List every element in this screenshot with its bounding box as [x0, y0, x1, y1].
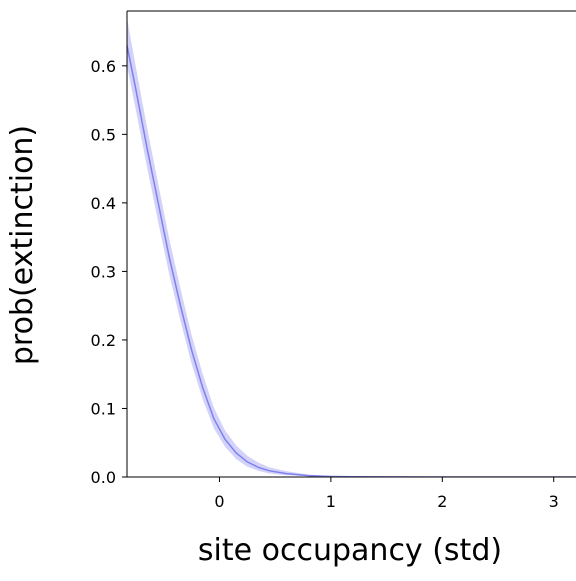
x-tick-label: 2 — [437, 492, 447, 511]
y-tick-label: 0.4 — [91, 194, 116, 213]
y-tick-label: 0.3 — [91, 262, 116, 281]
x-tick-label: 1 — [326, 492, 336, 511]
y-axis-label: prob(extinction) — [5, 125, 40, 365]
y-tick-label: 0.6 — [91, 57, 116, 76]
x-ticks: 0 1 2 3 — [214, 477, 559, 511]
series-line-layer — [127, 45, 576, 477]
series-line-0 — [127, 45, 576, 477]
x-axis-label: site occupancy (std) — [198, 533, 502, 568]
confidence-band-0 — [127, 17, 576, 477]
x-tick-label: 3 — [549, 492, 559, 511]
y-tick-label: 0.5 — [91, 125, 116, 144]
axes — [126, 10, 576, 478]
y-ticks: 0.0 0.1 0.2 0.3 0.4 0.5 0.6 — [91, 57, 127, 487]
x-tick-label: 0 — [214, 492, 224, 511]
confidence-band-layer — [127, 17, 576, 477]
y-tick-label: 0.1 — [91, 399, 116, 418]
y-tick-label: 0.2 — [91, 331, 116, 350]
y-tick-label: 0.0 — [91, 468, 116, 487]
